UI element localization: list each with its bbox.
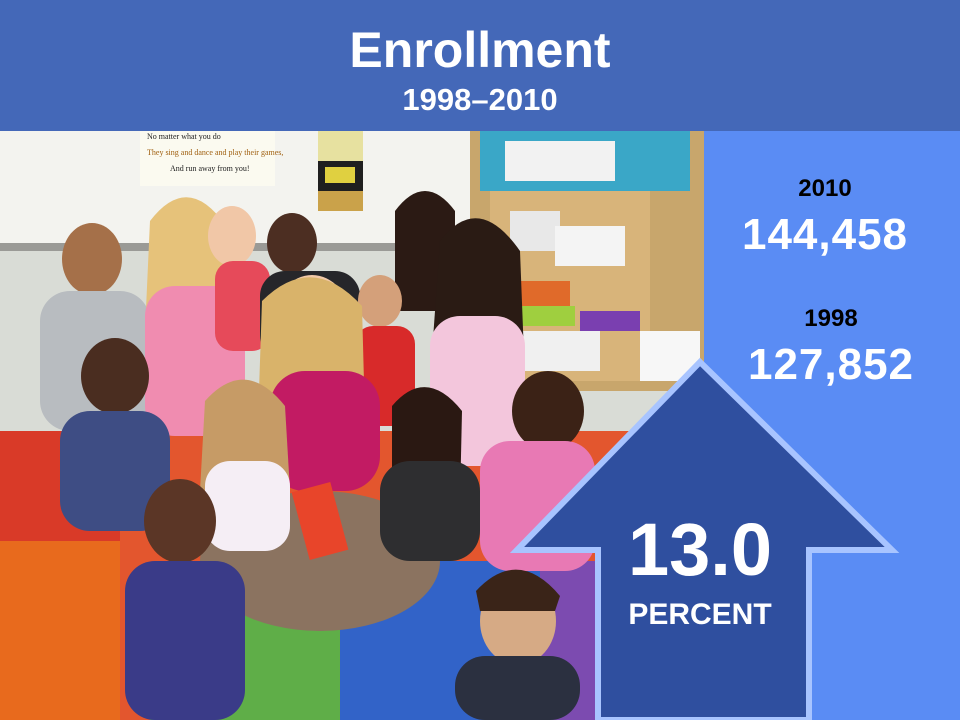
page-subtitle: 1998–2010 xyxy=(402,82,558,117)
current-year-label: 2010 xyxy=(798,175,852,202)
previous-year-label: 1998 xyxy=(804,305,858,332)
children-group xyxy=(40,191,595,720)
poster xyxy=(140,131,275,186)
percent-change-value: 13.0 xyxy=(627,508,773,591)
percent-change-unit: PERCENT xyxy=(628,598,772,631)
previous-enrollment-value: 127,852 xyxy=(747,340,915,389)
current-enrollment-value: 144,458 xyxy=(741,210,909,259)
poster-line-3: And run away from you! xyxy=(170,164,250,173)
poster-line-1: No matter what you do xyxy=(147,132,221,141)
header-banner: Enrollment 1998–2010 xyxy=(0,0,960,131)
poster-line-2: They sing and dance and play their games… xyxy=(147,148,283,157)
classroom-photo: No matter what you do They sing and danc… xyxy=(0,131,704,720)
page-title: Enrollment xyxy=(349,22,611,78)
classroom-photo-illustration: No matter what you do They sing and danc… xyxy=(0,131,704,720)
